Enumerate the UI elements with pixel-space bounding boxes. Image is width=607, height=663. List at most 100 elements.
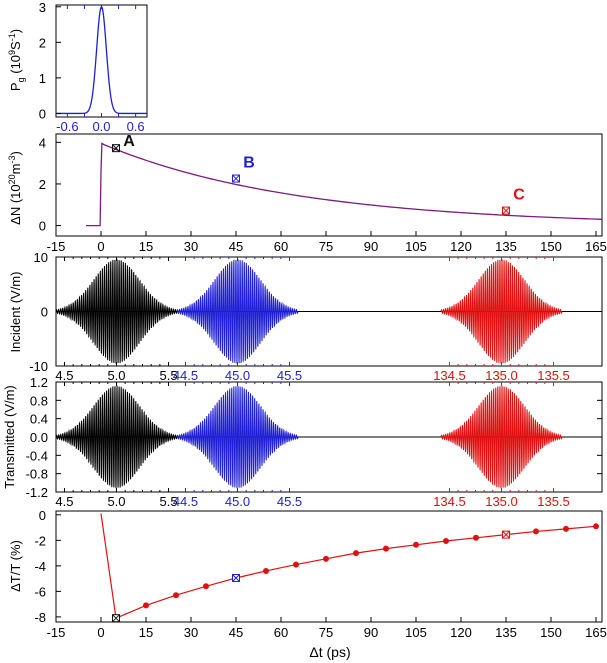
transmission-xlabel: Δt (ps) — [309, 644, 350, 660]
field-burst-2 — [176, 259, 299, 364]
transmitted-ylabel: Transmitted (V/m) — [2, 385, 17, 489]
transmission-point — [473, 534, 479, 541]
transmission-point — [263, 567, 269, 574]
transmitted-x-ticks: 4.5 5.0 5.544.5 45.0 45.5 134.5 135.0 135.5 — [55, 382, 570, 509]
transmission-y-ticks: 0 -2 -4 -6 -8 — [34, 508, 61, 625]
pump-axes-frame — [55, 4, 148, 118]
carrier-xtick-label: 60 — [274, 239, 288, 254]
carrier-point-label: C — [513, 187, 525, 204]
transmission-marked-point — [232, 573, 240, 582]
transmission-ytick-label: -4 — [34, 559, 46, 574]
field-xtick-label: 45.5 — [277, 368, 302, 383]
carrier-xtick-label: -15 — [47, 239, 66, 254]
transmission-point — [443, 537, 449, 544]
pump-ylabel: Pg (109S-1) — [7, 29, 26, 91]
transmission-marker-cross — [232, 574, 240, 582]
field-xtick-label: 5.5 — [159, 368, 177, 383]
transmission-xtick-label: 120 — [450, 625, 472, 640]
field-ytick-label: 0 — [41, 305, 48, 320]
field-xtick-label: 44.5 — [173, 368, 198, 383]
carrier-marker-c — [502, 206, 510, 215]
carrier-marker-cross — [112, 144, 120, 153]
pump-xtick-label: 0.0 — [92, 119, 110, 134]
field-ytick-label: 0.0 — [30, 430, 48, 445]
carrier-xtick-label: 105 — [405, 239, 427, 254]
carrier-panel: ABC 024 -15 0 15 30 45 60 75 90 105 120 135 150 165 … — [7, 133, 607, 254]
carrier-xtick-label: 0 — [97, 239, 104, 254]
incident-plot-area — [55, 259, 602, 364]
transmission-point — [293, 561, 299, 568]
pump-xtick-label: 0.6 — [127, 119, 145, 134]
field-ytick-label: 1.2 — [30, 375, 48, 390]
field-burst-3 — [440, 385, 563, 489]
transmission-curve — [100, 513, 597, 620]
field-xtick-label: 5.0 — [107, 368, 125, 383]
transmission-point — [413, 541, 419, 548]
field-xtick-label: 5.5 — [159, 494, 177, 509]
field-xtick-label: 134.5 — [433, 368, 466, 383]
carrier-xtick-label: 45 — [229, 239, 243, 254]
transmission-point — [173, 592, 179, 599]
transmission-point — [383, 545, 389, 552]
transmission-xtick-label: 30 — [184, 625, 198, 640]
transmitted-panel: -1.2 -0.8 -0.4 0.0 0.4 0.8 1.2 4.5 5.0 5.544.5 45… — [2, 375, 603, 509]
pump-x-ticks: -0.6 0.0 0.6 — [56, 5, 145, 134]
incident-ylabel: Incident (V/m) — [8, 272, 23, 353]
transmission-plot-area — [100, 513, 599, 623]
field-xtick-label: 4.5 — [55, 494, 73, 509]
field-ytick-label: -1.2 — [26, 485, 48, 500]
pump-y-ticks: 0 1 2 3 — [39, 0, 61, 121]
field-ytick-label: 0.4 — [30, 412, 48, 427]
transmission-xtick-label: 0 — [97, 625, 104, 640]
field-xtick-label: 134.5 — [433, 494, 466, 509]
pump-curve — [56, 5, 147, 115]
pump-ytick-label: 2 — [39, 35, 46, 50]
field-xtick-label: 4.5 — [55, 368, 73, 383]
carrier-marker-box — [232, 174, 240, 183]
transmission-x-ticks: -15 0 15 30 45 60 75 90 105 120 135 150 165 — [47, 617, 607, 640]
transmission-xtick-label: 60 — [274, 625, 288, 640]
transmission-panel: 0 -2 -4 -6 -8 -15 0 15 30 45 60 75 90 105 120 135 150 16… — [8, 508, 607, 660]
transmission-xtick-label: -15 — [47, 625, 66, 640]
transmission-point — [593, 523, 599, 530]
carrier-marker-b — [232, 174, 240, 183]
transmission-axes-frame — [55, 510, 603, 623]
carrier-xtick-label: 75 — [319, 239, 333, 254]
field-burst-1 — [55, 385, 178, 489]
field-xtick-label: 45.0 — [225, 368, 250, 383]
carrier-y-ticks: 0 2 4 — [39, 135, 61, 234]
field-ytick-label: 10 — [34, 250, 48, 265]
pump-plot-area — [56, 5, 147, 115]
field-ytick-label: 0.8 — [30, 393, 48, 408]
transmitted-plot-area — [55, 385, 602, 489]
carrier-xtick-label: 15 — [139, 239, 153, 254]
transmission-xtick-label: 165 — [585, 625, 607, 640]
field-xtick-label: 135.0 — [485, 494, 518, 509]
carrier-axes-frame — [55, 133, 603, 237]
transmission-xtick-label: 15 — [139, 625, 153, 640]
field-burst-1 — [55, 259, 178, 364]
carrier-xtick-label: 120 — [450, 239, 472, 254]
transmission-xtick-label: 150 — [540, 625, 562, 640]
incident-y-ticks: -10 0 10 — [29, 250, 602, 374]
carrier-xtick-label: 90 — [364, 239, 378, 254]
transmission-marker-cross — [112, 614, 120, 623]
incident-panel: -10 0 10 4.5 5.0 5.544.5 45.0 45.5 134.5 135.0 13… — [8, 250, 603, 383]
transmitted-y-ticks: -1.2 -0.8 -0.4 0.0 0.4 0.8 1.2 — [26, 375, 602, 500]
carrier-xtick-label: 135 — [495, 239, 517, 254]
carrier-point-label: A — [123, 133, 135, 150]
transmission-ytick-label: -2 — [34, 533, 46, 548]
carrier-marker-a — [112, 144, 120, 153]
carrier-ylabel: ΔN (1020m-3) — [7, 151, 23, 225]
field-xtick-label: 45.0 — [225, 494, 250, 509]
carrier-xtick-label: 30 — [184, 239, 198, 254]
field-xtick-label: 5.0 — [107, 494, 125, 509]
field-burst-2 — [176, 385, 299, 489]
pump-ytick-label: 1 — [39, 71, 46, 86]
incident-x-ticks: 4.5 5.0 5.544.5 45.0 45.5 134.5 135.0 135.5 — [55, 257, 570, 383]
field-xtick-label: 44.5 — [173, 494, 198, 509]
carrier-xtick-label: 165 — [585, 239, 607, 254]
carrier-marker-box — [112, 144, 120, 153]
transmission-marker-cross — [502, 530, 510, 539]
transmission-xtick-label: 135 — [495, 625, 517, 640]
